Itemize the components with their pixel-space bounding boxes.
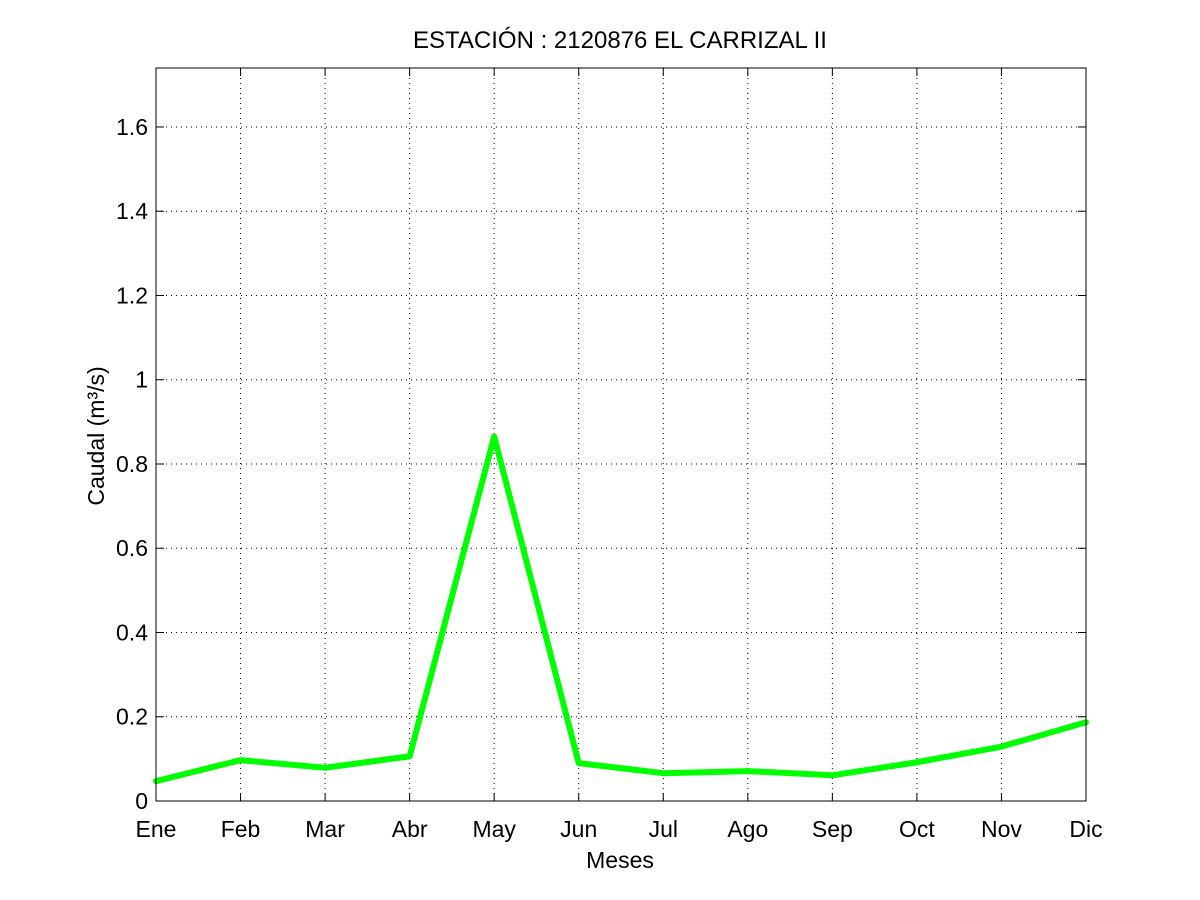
y-tick-label: 0.8 [116,451,148,477]
y-tick-label: 0.2 [116,704,148,730]
x-tick-label: Oct [899,816,935,842]
x-tick-label: Ago [727,816,768,842]
x-tick-label: Mar [305,816,345,842]
series-layer [153,433,1089,785]
x-tick-label: Sep [812,816,853,842]
axis-ticks [155,68,1087,802]
x-tick-label: Feb [221,816,261,842]
plot-frame [155,67,1087,802]
x-tick-label: Jul [649,816,678,842]
y-tick-label: 1.6 [116,114,148,140]
y-tick-label: 0 [135,788,148,814]
x-tick-label: Abr [392,816,428,842]
y-tick-label: 1.4 [116,198,148,224]
y-tick-label: 1 [135,367,148,393]
y-tick-label: 1.2 [116,282,148,308]
x-tick-label: Jun [560,816,597,842]
x-tick-label: Nov [981,816,1022,842]
y-axis-label: Caudal (m³/s) [83,366,109,505]
y-tick-label: 0.4 [116,619,148,645]
x-axis-label: Meses [586,847,654,873]
x-tick-label: May [472,816,516,842]
tick-labels: Ene Feb Mar Abr May Jun Jul Ago Sep Oct Nov Dic 0 0.2… [116,114,1103,842]
grid [156,68,1086,801]
series-line [153,433,1089,785]
x-tick-label: Ene [136,816,177,842]
chart-title: ESTACIÓN : 2120876 EL CARRIZAL II [413,27,827,54]
x-tick-label: Dic [1069,816,1102,842]
y-tick-label: 0.6 [116,535,148,561]
